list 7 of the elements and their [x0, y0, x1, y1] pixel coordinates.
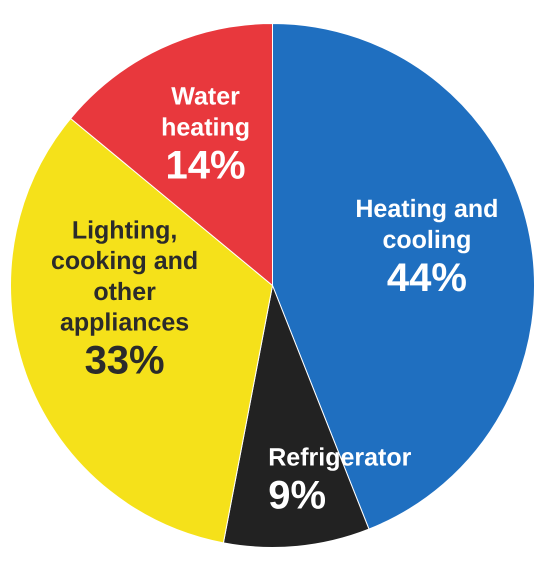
slice-label: Heating and cooling [355, 195, 498, 254]
slice-label: Lighting, cooking and other appliances [50, 216, 198, 337]
data-label: 44% [386, 256, 467, 300]
slice-label: Water heating [161, 82, 250, 142]
data-label: 9% [268, 473, 326, 518]
data-label: 33% [84, 338, 165, 383]
data-label: 14% [166, 143, 246, 188]
